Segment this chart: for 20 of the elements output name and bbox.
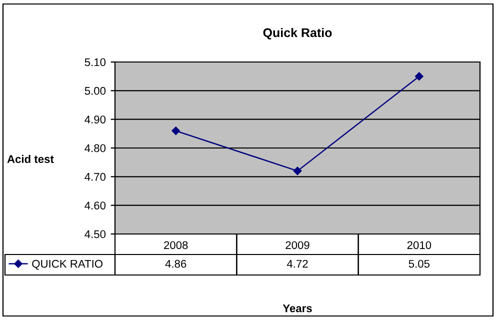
- y-tick-label: 4.60: [84, 202, 106, 210]
- legend-label: QUICK RATIO: [32, 260, 102, 270]
- y-axis-title: Acid test: [7, 154, 54, 164]
- data-label: 4.72: [286, 260, 308, 268]
- point: [172, 126, 180, 135]
- x-tick-label: 2008: [164, 241, 188, 250]
- x-tick-label: 2009: [286, 241, 310, 250]
- y-tick-label: 4.50: [84, 230, 106, 238]
- point: [293, 166, 302, 176]
- x-tick-label: 2010: [407, 241, 432, 250]
- y-tick-label: 5.10: [84, 58, 106, 66]
- data-label: 5.05: [408, 260, 430, 268]
- y-tick-label: 4.70: [84, 172, 106, 181]
- point: [415, 72, 424, 80]
- y-tick-label: 4.90: [84, 116, 106, 124]
- y-tick-label: 5.00: [84, 86, 106, 95]
- y-tick-label: 4.80: [84, 144, 106, 152]
- data-label: 4.86: [165, 260, 186, 268]
- x-axis-title: Years: [282, 304, 312, 312]
- chart-title: Quick Ratio: [263, 28, 332, 40]
